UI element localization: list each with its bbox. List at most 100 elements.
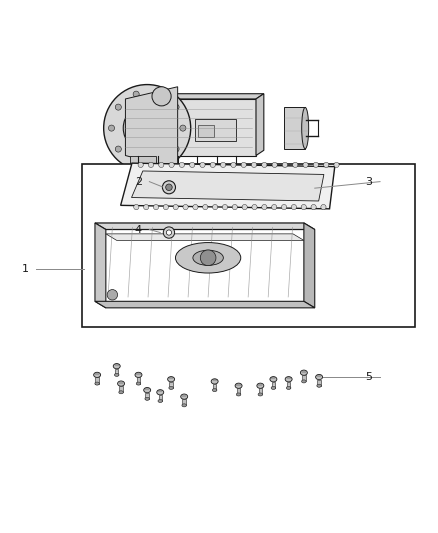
Polygon shape bbox=[304, 223, 315, 308]
Circle shape bbox=[144, 205, 149, 209]
Ellipse shape bbox=[235, 383, 242, 389]
Circle shape bbox=[166, 184, 172, 191]
Bar bbox=[137, 377, 140, 384]
Bar bbox=[159, 395, 162, 401]
Circle shape bbox=[251, 162, 257, 167]
Bar bbox=[145, 393, 149, 399]
Ellipse shape bbox=[286, 386, 291, 390]
Polygon shape bbox=[121, 99, 256, 156]
Circle shape bbox=[252, 205, 257, 209]
Circle shape bbox=[173, 146, 179, 152]
Circle shape bbox=[136, 142, 140, 147]
Text: 5: 5 bbox=[366, 373, 373, 383]
Text: 4: 4 bbox=[135, 224, 142, 235]
Polygon shape bbox=[125, 87, 178, 169]
Ellipse shape bbox=[119, 391, 124, 394]
Bar bbox=[237, 389, 240, 394]
Bar bbox=[272, 382, 275, 388]
Ellipse shape bbox=[302, 380, 306, 383]
Circle shape bbox=[183, 205, 188, 209]
Circle shape bbox=[283, 162, 288, 167]
Circle shape bbox=[173, 104, 179, 110]
Circle shape bbox=[109, 125, 115, 131]
Polygon shape bbox=[121, 94, 264, 99]
Circle shape bbox=[104, 85, 191, 172]
Circle shape bbox=[155, 91, 161, 97]
Circle shape bbox=[311, 205, 316, 209]
Circle shape bbox=[169, 162, 174, 167]
Polygon shape bbox=[95, 301, 315, 308]
Circle shape bbox=[154, 142, 159, 147]
Circle shape bbox=[324, 162, 329, 167]
Circle shape bbox=[133, 159, 139, 165]
Circle shape bbox=[162, 181, 176, 194]
Ellipse shape bbox=[176, 243, 241, 273]
Ellipse shape bbox=[237, 393, 241, 396]
Circle shape bbox=[123, 104, 171, 152]
Bar bbox=[284, 108, 305, 149]
Circle shape bbox=[200, 162, 205, 167]
Circle shape bbox=[115, 104, 121, 110]
Ellipse shape bbox=[95, 382, 99, 385]
Circle shape bbox=[155, 159, 161, 165]
Circle shape bbox=[136, 110, 140, 114]
Circle shape bbox=[272, 162, 277, 167]
Ellipse shape bbox=[144, 387, 151, 393]
Ellipse shape bbox=[193, 250, 223, 265]
Circle shape bbox=[210, 162, 215, 167]
Ellipse shape bbox=[300, 370, 307, 375]
Ellipse shape bbox=[258, 393, 263, 396]
Polygon shape bbox=[95, 223, 315, 230]
Bar bbox=[82, 164, 415, 327]
Circle shape bbox=[115, 146, 121, 152]
Ellipse shape bbox=[181, 394, 187, 399]
Circle shape bbox=[321, 205, 326, 209]
Ellipse shape bbox=[302, 108, 309, 149]
Bar bbox=[258, 389, 262, 394]
Bar bbox=[119, 386, 123, 392]
Ellipse shape bbox=[117, 381, 124, 386]
Circle shape bbox=[154, 110, 159, 114]
Circle shape bbox=[313, 162, 318, 167]
Bar bbox=[170, 382, 173, 388]
Circle shape bbox=[212, 205, 218, 209]
Circle shape bbox=[293, 162, 298, 167]
Circle shape bbox=[133, 91, 139, 97]
Ellipse shape bbox=[211, 379, 218, 384]
Bar bbox=[287, 382, 290, 388]
Ellipse shape bbox=[257, 383, 264, 389]
Ellipse shape bbox=[169, 386, 173, 390]
Ellipse shape bbox=[145, 397, 149, 400]
Circle shape bbox=[223, 205, 228, 209]
Polygon shape bbox=[131, 171, 324, 201]
Polygon shape bbox=[120, 163, 335, 209]
Ellipse shape bbox=[113, 364, 120, 369]
Circle shape bbox=[262, 205, 267, 209]
Circle shape bbox=[179, 162, 184, 167]
Text: 2: 2 bbox=[135, 176, 142, 187]
Circle shape bbox=[153, 205, 159, 209]
Circle shape bbox=[303, 162, 308, 167]
Circle shape bbox=[148, 162, 154, 167]
Circle shape bbox=[159, 162, 164, 167]
Bar bbox=[302, 375, 306, 382]
Ellipse shape bbox=[135, 372, 142, 377]
Ellipse shape bbox=[136, 382, 141, 385]
Circle shape bbox=[138, 162, 143, 167]
Bar bbox=[213, 384, 216, 390]
Circle shape bbox=[152, 87, 171, 106]
Circle shape bbox=[203, 205, 208, 209]
Circle shape bbox=[232, 205, 237, 209]
Bar bbox=[183, 399, 186, 405]
Bar bbox=[195, 119, 236, 141]
Ellipse shape bbox=[94, 372, 101, 377]
Ellipse shape bbox=[317, 384, 321, 387]
Ellipse shape bbox=[212, 389, 217, 392]
Ellipse shape bbox=[271, 386, 276, 390]
Text: 3: 3 bbox=[366, 176, 373, 187]
Bar bbox=[115, 369, 118, 375]
Bar bbox=[95, 377, 99, 384]
Ellipse shape bbox=[270, 377, 277, 382]
Bar bbox=[198, 125, 214, 138]
Ellipse shape bbox=[316, 375, 322, 379]
